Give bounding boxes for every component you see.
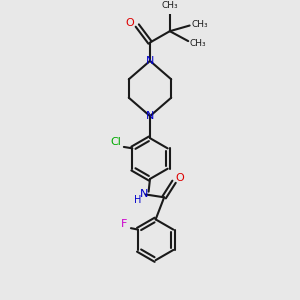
Text: Cl: Cl xyxy=(111,137,122,147)
Text: CH₃: CH₃ xyxy=(190,39,206,48)
Text: O: O xyxy=(175,173,184,183)
Text: CH₃: CH₃ xyxy=(191,20,208,28)
Text: N: N xyxy=(146,56,154,66)
Text: N: N xyxy=(146,111,154,121)
Text: N: N xyxy=(140,190,148,200)
Text: CH₃: CH₃ xyxy=(161,1,178,10)
Text: H: H xyxy=(134,195,141,205)
Text: F: F xyxy=(121,220,127,230)
Text: O: O xyxy=(126,18,135,28)
